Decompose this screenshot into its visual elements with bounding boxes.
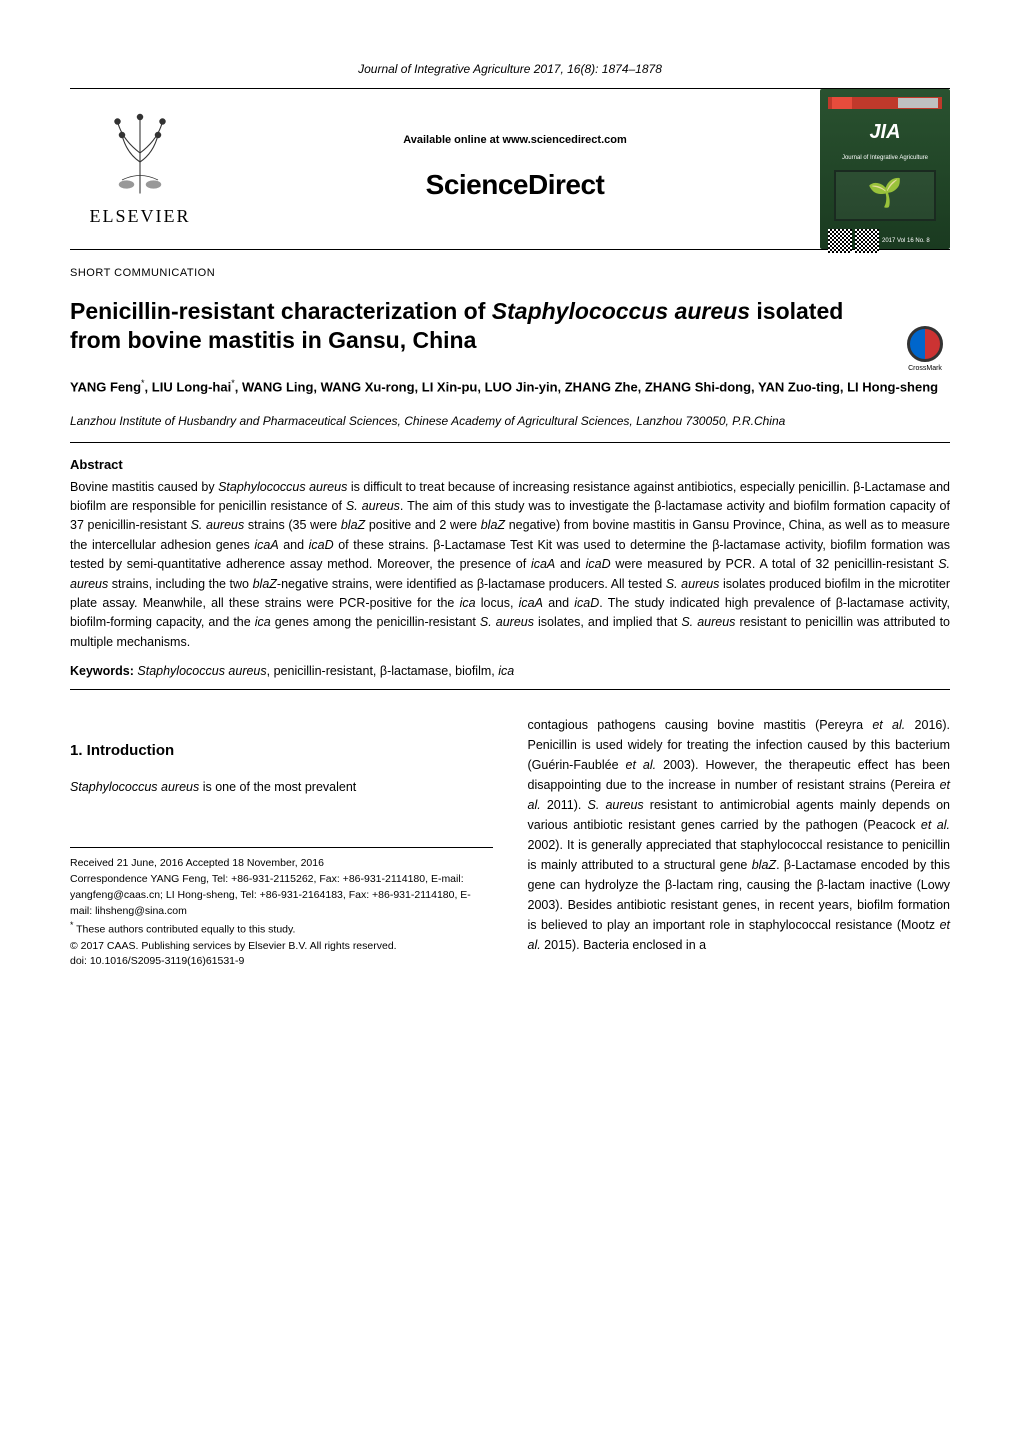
authors-contribution-note: * These authors contributed equally to t…	[70, 919, 493, 938]
keywords-line: Keywords: Staphylococcus aureus, penicil…	[70, 662, 950, 681]
crossmark-label: CrossMark	[908, 364, 942, 375]
publisher-header: ELSEVIER Available online at www.science…	[70, 88, 950, 250]
elsevier-text: ELSEVIER	[90, 203, 191, 230]
doi: doi: 10.1016/S2095-3119(16)61531-9	[70, 954, 493, 970]
left-column: 1. Introduction Staphylococcus aureus is…	[70, 715, 493, 970]
plant-icon: 🌱	[868, 172, 903, 214]
jia-vol-info: 2017 Vol 16 No. 8	[882, 237, 930, 246]
jia-subtitle: Journal of Integrative Agriculture	[842, 155, 928, 162]
crossmark-icon	[907, 326, 943, 362]
qr-code-icon	[828, 229, 852, 253]
article-type-label: SHORT COMMUNICATION	[70, 265, 950, 282]
correspondence: Correspondence YANG Feng, Tel: +86-931-2…	[70, 872, 493, 919]
abstract-label: Abstract	[70, 455, 950, 475]
article-footer: Received 21 June, 2016 Accepted 18 Novem…	[70, 847, 493, 970]
keywords-text: Staphylococcus aureus, penicillin-resist…	[134, 664, 514, 678]
journal-citation: Journal of Integrative Agriculture 2017,…	[70, 60, 950, 78]
abstract-text: Bovine mastitis caused by Staphylococcus…	[70, 478, 950, 652]
jia-title: JIA	[869, 117, 900, 147]
barcode-icon	[898, 98, 938, 108]
divider	[70, 442, 950, 443]
keywords-label: Keywords:	[70, 664, 134, 678]
affiliation: Lanzhou Institute of Husbandry and Pharm…	[70, 413, 950, 430]
copyright-notice: © 2017 CAAS. Publishing services by Else…	[70, 939, 493, 955]
article-title: Penicillin-resistant characterization of…	[70, 297, 890, 357]
sciencedirect-header: Available online at www.sciencedirect.co…	[210, 132, 820, 206]
introduction-heading: 1. Introduction	[70, 740, 493, 763]
flag-icon	[832, 97, 852, 109]
received-accepted: Received 21 June, 2016 Accepted 18 Novem…	[70, 856, 493, 872]
body-columns: 1. Introduction Staphylococcus aureus is…	[70, 715, 950, 970]
elsevier-logo: ELSEVIER	[70, 99, 210, 239]
intro-text-col1: Staphylococcus aureus is one of the most…	[70, 777, 493, 797]
divider	[70, 689, 950, 690]
available-online-text: Available online at www.sciencedirect.co…	[230, 132, 800, 149]
sciencedirect-logo: ScienceDirect	[230, 164, 800, 206]
jia-journal-cover: JIA Journal of Integrative Agriculture 🌱…	[820, 89, 950, 249]
qr-code-icon	[855, 229, 879, 253]
author-list: YANG Feng*, LIU Long-hai*, WANG Ling, WA…	[70, 376, 950, 398]
crossmark-badge[interactable]: CrossMark	[900, 326, 950, 376]
intro-text-col2: contagious pathogens causing bovine mast…	[528, 715, 951, 955]
right-column: contagious pathogens causing bovine mast…	[528, 715, 951, 970]
